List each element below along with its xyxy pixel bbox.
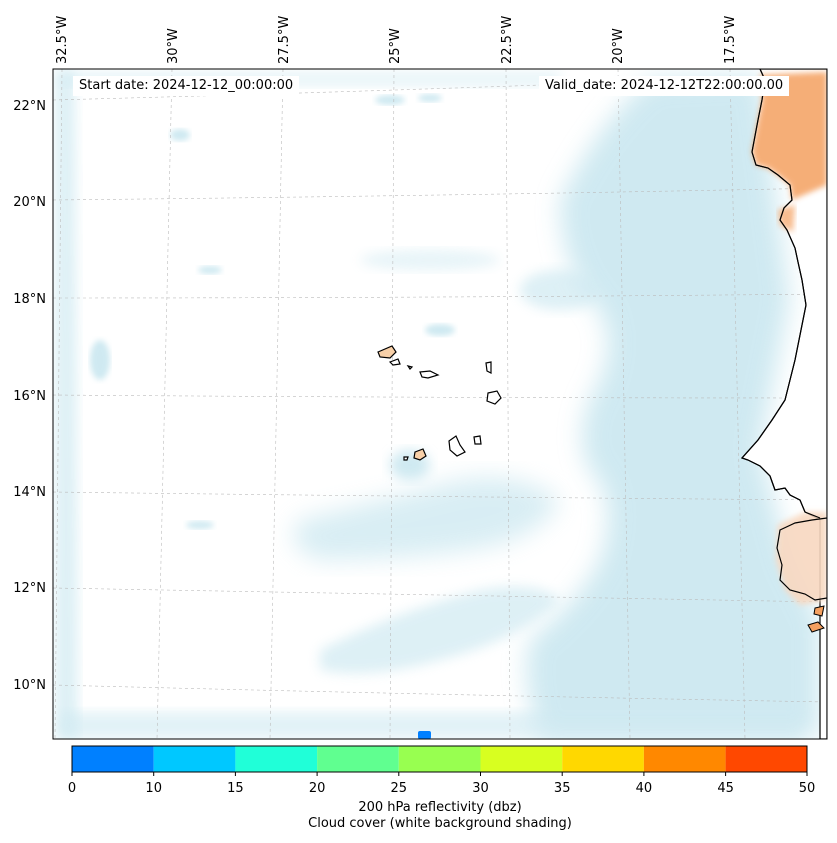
- lon-label: 17.5°W: [723, 16, 738, 64]
- colorbar-sublabel: Cloud cover (white background shading): [308, 816, 572, 831]
- land-temperature-south: [776, 512, 827, 605]
- colorbar-bin: [72, 746, 154, 772]
- colorbar: 0 10 15 20 25 30 35 40 45 50: [68, 745, 816, 796]
- lat-label: 18°N: [13, 292, 46, 307]
- colorbar-tick: 0: [68, 781, 76, 796]
- lat-label: 10°N: [13, 678, 46, 693]
- start-date-label: Start date: 2024-12-12_00:00:00: [73, 76, 300, 96]
- lat-label: 12°N: [13, 581, 46, 596]
- latitude-labels: 22°N 20°N 18°N 16°N 14°N 12°N 10°N: [13, 99, 46, 693]
- colorbar-bin: [398, 746, 481, 772]
- colorbar-bin: [725, 746, 807, 772]
- bissau-islands: [807, 605, 825, 633]
- colorbar-bin: [235, 746, 318, 772]
- lon-label: 27.5°W: [277, 16, 292, 64]
- lon-label: 32.5°W: [55, 16, 70, 64]
- land-temperature-north: [752, 72, 827, 200]
- colorbar-tick: 20: [309, 781, 326, 796]
- lon-label: 30°W: [166, 28, 181, 64]
- colorbar-caption: 200 hPa reflectivity (dbz) Cloud cover (…: [190, 800, 690, 832]
- lat-label: 16°N: [13, 389, 46, 404]
- colorbar-tick: 25: [391, 781, 408, 796]
- colorbar-frame: [71, 745, 808, 773]
- graticule: [53, 69, 827, 739]
- colorbar-tick: 15: [227, 781, 244, 796]
- lon-label: 25°W: [388, 28, 403, 64]
- colorbar-bin: [153, 746, 236, 772]
- lat-label: 22°N: [13, 99, 46, 114]
- lat-label: 14°N: [13, 485, 46, 500]
- longitude-labels: 32.5°W 30°W 27.5°W 25°W 22.5°W 20°W 17.5…: [55, 16, 738, 64]
- lon-label: 20°W: [611, 28, 626, 64]
- colorbar-tick: 45: [717, 781, 734, 796]
- lon-label: 22.5°W: [500, 16, 515, 64]
- cloud-cover: [55, 70, 820, 739]
- lat-label: 20°N: [13, 195, 46, 210]
- africa-coast-line: [740, 69, 821, 519]
- map-frame: [52, 68, 828, 740]
- colorbar-tick: 30: [472, 781, 489, 796]
- colorbar-tick: 40: [636, 781, 653, 796]
- senegal-gambia-coast: [776, 517, 827, 601]
- colorbar-bin: [643, 746, 726, 772]
- valid-date-label: Valid_date: 2024-12-12T22:00:00.00: [539, 76, 790, 96]
- reflectivity-cell: [418, 731, 431, 739]
- colorbar-label: 200 hPa reflectivity (dbz): [358, 800, 522, 815]
- colorbar-bin: [480, 746, 563, 772]
- cape-verde-islands: [377, 345, 502, 461]
- colorbar-tick: 10: [145, 781, 162, 796]
- colorbar-bin: [562, 746, 644, 772]
- colorbar-tick: 50: [799, 781, 816, 796]
- colorbar-bin: [317, 746, 399, 772]
- colorbar-tick: 35: [554, 781, 571, 796]
